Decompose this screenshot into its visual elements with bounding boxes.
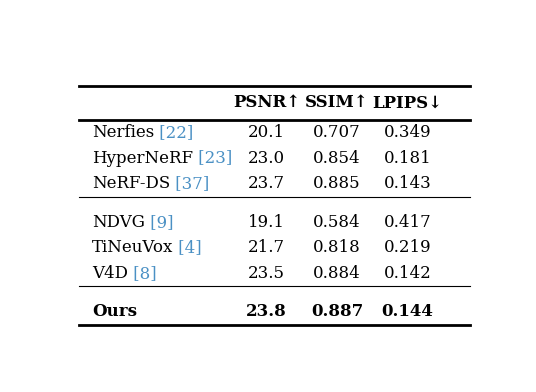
Text: Ours: Ours bbox=[92, 303, 137, 320]
Text: 23.7: 23.7 bbox=[248, 175, 285, 192]
Text: [9]: [9] bbox=[145, 214, 173, 230]
Text: 0.707: 0.707 bbox=[313, 124, 361, 141]
Text: V4D: V4D bbox=[92, 265, 128, 282]
Text: 0.887: 0.887 bbox=[311, 303, 363, 320]
Text: 0.349: 0.349 bbox=[384, 124, 431, 141]
Text: 21.7: 21.7 bbox=[248, 239, 285, 256]
Text: 0.144: 0.144 bbox=[382, 303, 434, 320]
Text: TiNeuVox: TiNeuVox bbox=[92, 239, 173, 256]
Text: [37]: [37] bbox=[170, 175, 210, 192]
Text: [4]: [4] bbox=[173, 239, 202, 256]
Text: 0.584: 0.584 bbox=[313, 214, 361, 230]
Text: 0.143: 0.143 bbox=[384, 175, 431, 192]
Text: NeRF-DS: NeRF-DS bbox=[92, 175, 170, 192]
Text: 20.1: 20.1 bbox=[248, 124, 285, 141]
Text: 0.885: 0.885 bbox=[313, 175, 361, 192]
Text: 23.5: 23.5 bbox=[248, 265, 285, 282]
Text: NDVG: NDVG bbox=[92, 214, 145, 230]
Text: LPIPS↓: LPIPS↓ bbox=[373, 94, 443, 111]
Text: 0.417: 0.417 bbox=[384, 214, 431, 230]
Text: SSIM↑: SSIM↑ bbox=[305, 94, 369, 111]
Text: 23.8: 23.8 bbox=[246, 303, 287, 320]
Text: 19.1: 19.1 bbox=[248, 214, 285, 230]
Text: [22]: [22] bbox=[154, 124, 193, 141]
Text: 23.0: 23.0 bbox=[248, 150, 285, 167]
Text: 0.142: 0.142 bbox=[384, 265, 431, 282]
Text: Nerfies: Nerfies bbox=[92, 124, 154, 141]
Text: 0.818: 0.818 bbox=[313, 239, 361, 256]
Text: 0.854: 0.854 bbox=[313, 150, 361, 167]
Text: [23]: [23] bbox=[193, 150, 232, 167]
Text: 0.181: 0.181 bbox=[384, 150, 431, 167]
Text: [8]: [8] bbox=[128, 265, 157, 282]
Text: 0.884: 0.884 bbox=[313, 265, 361, 282]
Text: HyperNeRF: HyperNeRF bbox=[92, 150, 193, 167]
Text: 0.219: 0.219 bbox=[384, 239, 431, 256]
Text: PSNR↑: PSNR↑ bbox=[233, 94, 300, 111]
